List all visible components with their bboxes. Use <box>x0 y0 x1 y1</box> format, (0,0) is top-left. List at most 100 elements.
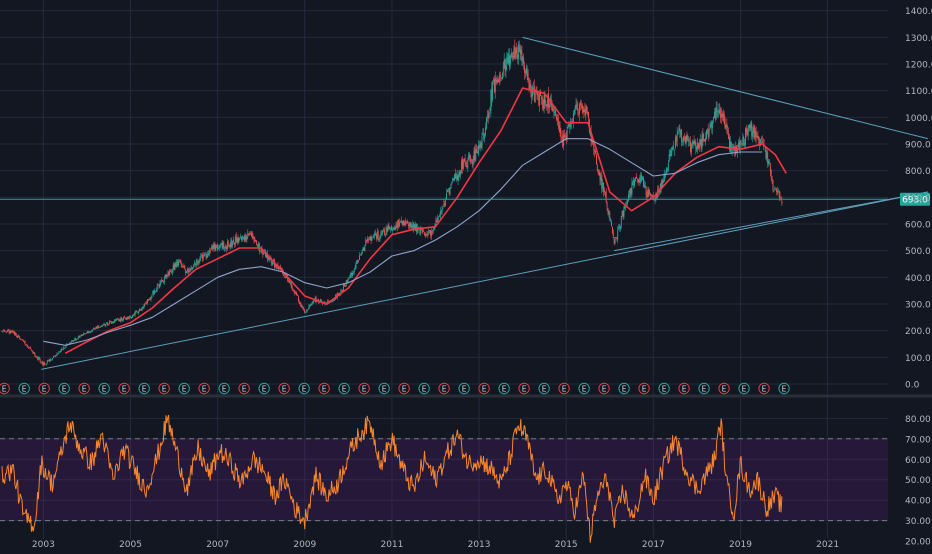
candle-body <box>304 309 305 313</box>
candle-body <box>433 227 435 229</box>
candle-body <box>486 115 488 117</box>
candle-body <box>553 111 555 113</box>
earnings-marker[interactable]: E <box>318 382 330 395</box>
candle-body <box>47 360 49 362</box>
candle-body <box>434 223 436 228</box>
candle-body <box>191 268 193 270</box>
earnings-marker[interactable]: E <box>258 382 270 395</box>
earnings-marker[interactable]: E <box>0 382 10 395</box>
earnings-marker[interactable]: E <box>58 382 70 395</box>
earnings-marker[interactable]: E <box>618 382 630 395</box>
candle-body <box>228 245 230 246</box>
earnings-marker[interactable]: E <box>698 382 710 395</box>
earnings-marker-circle <box>618 382 630 395</box>
candle-body <box>32 351 34 354</box>
candle-body <box>395 225 397 229</box>
earnings-marker[interactable]: E <box>38 382 50 395</box>
candle-body <box>667 162 669 170</box>
candle-body <box>715 107 717 118</box>
earnings-marker[interactable]: E <box>238 382 250 395</box>
candle-body <box>431 231 433 233</box>
earnings-marker[interactable]: E <box>738 382 750 395</box>
candle-body <box>700 139 702 150</box>
earnings-marker[interactable]: E <box>578 382 590 395</box>
candle-body <box>180 262 182 266</box>
candle-body <box>682 141 683 143</box>
earnings-marker[interactable]: E <box>278 382 290 395</box>
earnings-marker[interactable]: E <box>178 382 190 395</box>
candle-body <box>648 189 650 194</box>
candle-body <box>340 290 342 295</box>
earnings-marker[interactable]: E <box>678 382 690 395</box>
candle-body <box>193 265 195 267</box>
earnings-marker[interactable]: E <box>478 382 490 395</box>
earnings-marker[interactable]: E <box>758 382 770 395</box>
candle-body <box>353 269 355 273</box>
price-tick-label: 100.0 <box>905 354 931 364</box>
earnings-marker[interactable]: E <box>418 382 430 395</box>
candle-body <box>305 310 307 312</box>
candle-body <box>713 112 715 119</box>
candle-body <box>216 245 218 247</box>
candle-body <box>192 267 194 270</box>
earnings-marker[interactable]: E <box>458 382 470 395</box>
candle-body <box>382 230 384 234</box>
earnings-marker[interactable]: E <box>358 382 370 395</box>
candle-body <box>726 123 728 129</box>
earnings-marker[interactable]: E <box>718 382 730 395</box>
earnings-marker[interactable]: E <box>298 382 310 395</box>
earnings-marker[interactable]: E <box>598 382 610 395</box>
earnings-marker[interactable]: E <box>378 382 390 395</box>
earnings-marker[interactable]: E <box>558 382 570 395</box>
candle-body <box>724 118 726 129</box>
candle-body <box>558 125 560 128</box>
candle-body <box>37 357 38 360</box>
candle-body <box>614 238 616 244</box>
earnings-marker[interactable]: E <box>658 382 670 395</box>
candle-body <box>352 272 353 276</box>
earnings-marker[interactable]: E <box>18 382 30 395</box>
candle-body <box>43 362 45 366</box>
candle-body <box>696 147 698 152</box>
earnings-marker[interactable]: E <box>398 382 410 395</box>
candle-body <box>645 186 647 195</box>
candle-body <box>656 195 658 199</box>
candle-body <box>712 120 714 128</box>
candle-body <box>768 160 770 165</box>
earnings-marker[interactable]: E <box>78 382 90 395</box>
candle-body <box>358 260 360 261</box>
candle-body <box>115 319 117 321</box>
candle-body <box>757 135 759 139</box>
candle-body <box>488 113 490 118</box>
candle-body <box>727 130 729 133</box>
candle-body <box>493 79 494 82</box>
earnings-marker[interactable]: E <box>158 382 170 395</box>
candle-body <box>13 331 14 333</box>
candle-body <box>555 110 557 116</box>
earnings-marker[interactable]: E <box>338 382 350 395</box>
candle-body <box>119 319 121 322</box>
candle-body <box>520 49 522 54</box>
earnings-marker[interactable]: E <box>538 382 550 395</box>
earnings-marker-circle <box>678 382 690 395</box>
candle-body <box>197 262 199 264</box>
earnings-marker[interactable]: E <box>638 382 650 395</box>
earnings-marker[interactable]: E <box>498 382 510 395</box>
candle-body <box>136 311 138 313</box>
earnings-marker[interactable]: E <box>98 382 110 395</box>
candle-body <box>581 104 583 109</box>
earnings-marker[interactable]: E <box>438 382 450 395</box>
earnings-marker[interactable]: E <box>198 382 210 395</box>
earnings-marker[interactable]: E <box>778 382 790 395</box>
earnings-marker[interactable]: E <box>218 382 230 395</box>
earnings-marker[interactable]: E <box>118 382 130 395</box>
price-tick-label: 900.0 <box>905 141 931 151</box>
earnings-marker[interactable]: E <box>518 382 530 395</box>
candle-body <box>275 265 277 267</box>
candle-body <box>778 190 780 197</box>
earnings-marker[interactable]: E <box>138 382 150 395</box>
candle-body <box>41 361 43 364</box>
